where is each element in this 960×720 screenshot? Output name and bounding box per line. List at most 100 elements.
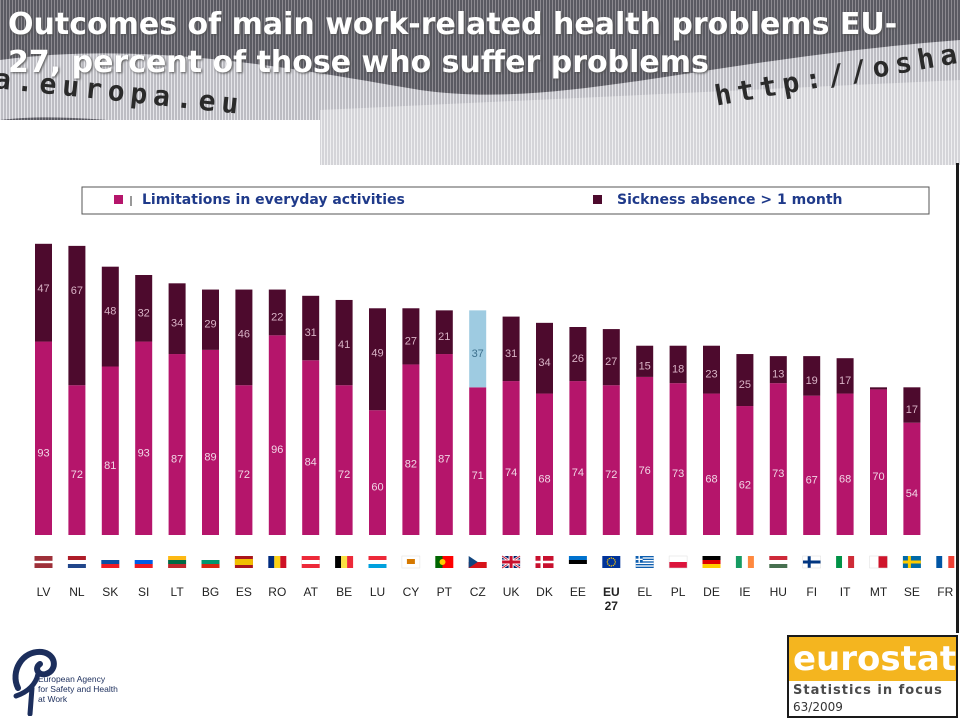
value-label-limitations-pt: 87 <box>438 454 450 466</box>
value-label-limitations-si: 93 <box>138 447 150 459</box>
bar-sickness-lt <box>168 283 186 355</box>
value-label-sickness-ro: 22 <box>271 311 283 323</box>
bar-limitations-at <box>302 360 320 535</box>
header-banner: a.europa.eu http://osha Outcomes of main… <box>0 0 960 165</box>
bar-sickness-lu <box>369 308 386 411</box>
eurostat-wordmark: eurostat <box>793 639 957 679</box>
value-label-sickness-uk: 31 <box>505 348 517 360</box>
bar-limitations-bg <box>202 349 219 535</box>
value-label-limitations-ee: 74 <box>572 467 584 479</box>
value-label-sickness-it: 17 <box>839 375 851 387</box>
it-flag-icon <box>836 556 855 568</box>
value-label-sickness-bg: 29 <box>204 319 216 331</box>
se-flag-icon <box>902 556 921 568</box>
value-label-sickness-de: 23 <box>705 369 717 381</box>
bar-sickness-ee <box>569 327 587 382</box>
bar-limitations-pl <box>669 383 687 535</box>
value-label-limitations-cy: 82 <box>405 459 417 471</box>
value-label-limitations-it: 68 <box>839 473 851 485</box>
ie-flag-icon <box>735 556 754 568</box>
value-label-limitations-el: 76 <box>639 465 651 477</box>
bar-limitations-pt <box>435 354 453 535</box>
stacked-bar-chart: Limitations in everyday activities Sickn… <box>34 186 955 613</box>
x-tick-label-es: ES <box>236 585 252 599</box>
bar-limitations-uk <box>502 381 520 535</box>
value-label-sickness-fi: 19 <box>806 375 818 387</box>
eurostat-series-label: Statistics in focus <box>793 683 943 698</box>
value-label-limitations-sk: 81 <box>104 460 116 472</box>
lv-flag-icon <box>34 556 53 568</box>
pt-flag-icon <box>435 556 454 568</box>
bar-sickness-pt <box>435 310 453 355</box>
eu-flag-icon <box>602 556 621 568</box>
bar-sickness-el <box>636 345 654 377</box>
bar-sickness-pl <box>669 345 687 384</box>
bar-limitations-fi <box>803 395 821 535</box>
bg-flag-icon <box>201 556 220 568</box>
ee-flag-icon <box>568 556 587 568</box>
value-label-sickness-lu: 49 <box>371 347 383 359</box>
legend-label-sickness: Sickness absence > 1 month <box>617 192 842 208</box>
value-label-sickness-be: 41 <box>338 339 350 351</box>
bar-sickness-mt <box>870 387 887 390</box>
mt-flag-icon <box>869 555 888 569</box>
fr-flag-icon <box>936 556 955 568</box>
dk-flag-icon <box>535 556 554 568</box>
value-label-limitations-se: 54 <box>906 488 918 500</box>
bar-sickness-be <box>335 299 353 386</box>
x-tick-label-dk: DK <box>536 585 553 599</box>
bar-sickness-si <box>135 275 153 342</box>
bar-limitations-lu <box>369 410 386 535</box>
value-label-sickness-cy: 27 <box>405 335 417 347</box>
x-tick-label-cz: CZ <box>470 585 486 599</box>
value-label-limitations-be: 72 <box>338 469 350 481</box>
bar-sickness-ro <box>268 289 286 336</box>
banner-background <box>0 0 960 165</box>
value-label-sickness-es: 46 <box>238 329 250 341</box>
x-tick-label-mt: MT <box>870 585 888 599</box>
bar-sickness-de <box>703 345 720 394</box>
bar-limitations-hu <box>769 383 787 535</box>
value-label-limitations-ie: 62 <box>739 480 751 492</box>
legend-swatch-sickness <box>593 195 602 204</box>
bar-limitations-ro <box>268 335 286 535</box>
value-label-limitations-fi: 67 <box>806 474 818 486</box>
bars-group: 93 47 72 67 81 48 93 32 87 34 89 29 72 46 96 22 84 31 72 41… <box>35 243 921 535</box>
value-label-sickness-hu: 13 <box>772 369 784 381</box>
value-label-limitations-dk: 68 <box>538 473 550 485</box>
bar-sickness-sk <box>101 266 119 367</box>
bar-limitations-eu-27 <box>602 385 620 535</box>
lu-flag-icon <box>368 556 387 568</box>
bar-sickness-dk <box>536 322 553 394</box>
x-tick-label-fr: FR <box>937 585 953 599</box>
value-label-sickness-ee: 26 <box>572 353 584 365</box>
bar-limitations-de <box>703 393 720 535</box>
x-tick-label-de: DE <box>703 585 720 599</box>
x-tick-label-eu-27: EU 27 <box>603 585 620 613</box>
bar-limitations-it <box>836 393 854 535</box>
value-label-limitations-lv: 93 <box>37 447 49 459</box>
bar-limitations-ee <box>569 381 587 535</box>
bar-sickness-cz <box>469 310 487 388</box>
si-flag-icon <box>134 556 153 568</box>
bar-limitations-be <box>335 385 353 535</box>
value-label-sickness-pl: 18 <box>672 363 684 375</box>
es-flag-icon <box>234 556 253 568</box>
bar-limitations-cy <box>402 364 420 535</box>
x-tick-label-nl: NL <box>69 585 85 599</box>
slide-title: Outcomes of main work-related health pro… <box>8 7 898 80</box>
x-axis-labels: LV NL SK SI LT BG ES RO AT BE LU CY PT CZ UK DK EE EU 27 EL… <box>37 585 954 613</box>
bar-sickness-ie <box>736 354 754 407</box>
value-label-sickness-ie: 25 <box>739 379 751 391</box>
sk-flag-icon <box>101 556 120 568</box>
value-label-sickness-el: 15 <box>639 360 651 372</box>
value-label-limitations-hu: 73 <box>772 468 784 480</box>
bar-sickness-se <box>903 387 921 423</box>
x-tick-label-ee: EE <box>570 585 586 599</box>
bar-sickness-bg <box>202 289 219 350</box>
bar-limitations-si <box>135 341 153 535</box>
value-label-sickness-dk: 34 <box>538 357 550 369</box>
x-tick-label-si: SI <box>138 585 149 599</box>
value-label-limitations-uk: 74 <box>505 467 517 479</box>
value-label-limitations-eu-27: 72 <box>605 469 617 481</box>
